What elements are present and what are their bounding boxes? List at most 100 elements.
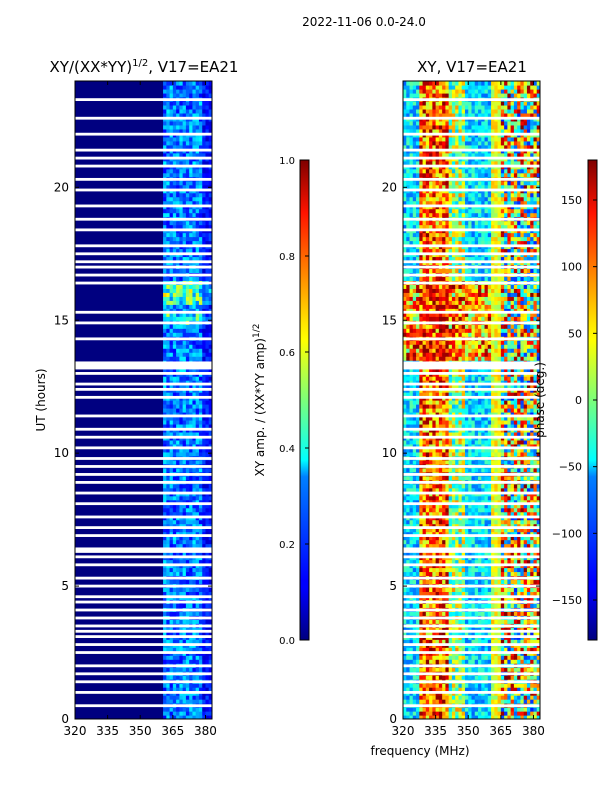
heatmap-cell	[172, 316, 177, 321]
heatmap-cell	[182, 332, 187, 337]
heatmap-cell	[419, 655, 424, 660]
heatmap-cell	[445, 715, 450, 719]
heatmap-cell	[403, 591, 407, 596]
heatmap-cell	[500, 603, 505, 608]
heatmap-cell	[471, 499, 476, 505]
heatmap-cell	[163, 232, 167, 238]
heatmap-cell	[530, 523, 535, 529]
heatmap-cell	[195, 683, 200, 688]
heatmap-cell	[403, 647, 407, 652]
heatmap-cell	[205, 92, 210, 98]
heatmap-cell	[510, 707, 515, 712]
data-gap-row	[75, 595, 212, 599]
heatmap-cell	[422, 559, 427, 565]
heatmap-cell	[474, 551, 479, 557]
heatmap-cell	[176, 407, 180, 413]
heatmap-cell	[169, 619, 174, 624]
heatmap-cell	[500, 579, 505, 585]
heatmap-cell	[497, 483, 502, 489]
heatmap-cell	[481, 675, 486, 680]
heatmap-cell	[445, 551, 450, 557]
heatmap-cell	[202, 284, 207, 289]
heatmap-cell	[208, 551, 212, 557]
heatmap-cell	[208, 711, 212, 716]
heatmap-cell	[195, 180, 200, 186]
heatmap-cell	[507, 687, 512, 692]
colorbar-amplitude-label: XY amp. / (XX*YY amp)1/2	[252, 324, 267, 477]
colorbar-amplitude-bar	[299, 159, 310, 641]
heatmap-cell	[422, 655, 427, 660]
heatmap-cell	[484, 511, 489, 517]
heatmap-cell	[530, 527, 535, 533]
heatmap-cell	[182, 603, 187, 608]
heatmap-cell	[432, 483, 437, 489]
heatmap-cell	[494, 483, 499, 489]
heatmap-cell	[461, 559, 466, 565]
heatmap-cell	[504, 559, 508, 565]
heatmap-cell	[425, 483, 430, 489]
heatmap-cell	[510, 587, 515, 592]
heatmap-cell	[192, 587, 197, 592]
heatmap-cell	[471, 627, 476, 632]
heatmap-cell	[208, 475, 212, 481]
heatmap-cell	[163, 332, 167, 337]
heatmap-cell	[205, 483, 210, 489]
heatmap-cell	[169, 128, 174, 134]
heatmap-cell	[166, 483, 171, 489]
heatmap-cell	[195, 687, 200, 692]
heatmap-cell	[510, 683, 515, 688]
heatmap-cell	[494, 699, 499, 704]
heatmap-cell	[169, 248, 174, 254]
heatmap-cell	[179, 340, 184, 345]
heatmap-cell	[448, 659, 453, 664]
heatmap-cell	[484, 711, 489, 716]
heatmap-cell	[471, 559, 476, 565]
heatmap-cell	[202, 276, 207, 281]
heatmap-cell	[166, 687, 171, 692]
heatmap-cell	[409, 519, 414, 525]
heatmap-cell	[182, 495, 187, 501]
heatmap-cell	[520, 567, 525, 573]
heatmap-cell	[526, 495, 531, 501]
heatmap-cell	[176, 92, 180, 98]
heatmap-cell	[189, 288, 194, 293]
heatmap-cell	[494, 511, 499, 517]
heatmap-cell	[468, 591, 473, 596]
heatmap-cell	[523, 503, 528, 509]
heatmap-cell	[169, 587, 174, 592]
heatmap-cell	[182, 699, 187, 704]
heatmap-cell	[474, 579, 479, 585]
heatmap-cell	[166, 308, 171, 313]
heatmap-cell	[163, 707, 167, 712]
heatmap-cell	[172, 352, 177, 357]
heatmap-cell	[451, 611, 456, 616]
heatmap-cell	[192, 324, 197, 329]
colorbar-tick-label: 0.6	[279, 348, 295, 359]
heatmap-cell	[464, 591, 469, 596]
heatmap-cell	[198, 535, 203, 541]
heatmap-cell	[172, 200, 177, 206]
heatmap-cell	[163, 511, 167, 517]
heatmap-cell	[442, 559, 447, 565]
heatmap-cell	[471, 579, 476, 585]
heatmap-cell	[205, 328, 210, 333]
data-gap-row	[75, 481, 212, 484]
heatmap-cell	[189, 88, 194, 94]
heatmap-cell	[189, 304, 194, 309]
heatmap-cell	[205, 579, 210, 585]
heatmap-cell	[481, 627, 486, 632]
heatmap-cell	[202, 535, 207, 541]
heatmap-cell	[517, 539, 522, 545]
heatmap-cell	[403, 559, 407, 565]
heatmap-cell	[166, 527, 171, 533]
heatmap-cell	[513, 619, 518, 624]
heatmap-cell	[448, 715, 453, 719]
heatmap-cell	[198, 559, 203, 565]
heatmap-cell	[172, 503, 177, 509]
heatmap-cell	[474, 655, 479, 660]
heatmap-cell	[513, 591, 518, 596]
heatmap-cell	[189, 220, 194, 226]
heatmap-cell	[166, 232, 171, 238]
heatmap-cell	[504, 675, 508, 680]
heatmap-cell	[163, 180, 167, 186]
